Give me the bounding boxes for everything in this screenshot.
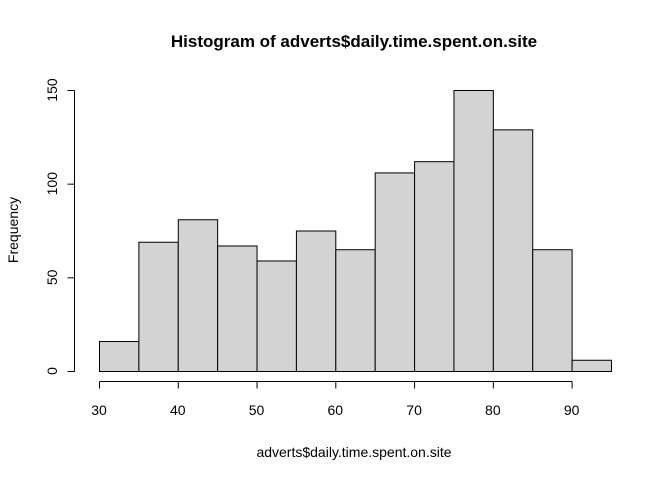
x-axis: 30 40 50 60 70 80 90 [91,381,580,418]
x-tick-label-80: 80 [485,402,501,418]
y-axis: 0 50 100 150 [44,78,75,375]
histogram-bar-65-70 [374,172,416,372]
histogram-bar-35-40 [138,241,179,372]
x-axis-label: adverts$daily.time.spent.on.site [256,444,451,460]
y-tick-label-150: 150 [44,78,60,102]
x-tick-label-70: 70 [406,402,422,418]
x-tick-label-30: 30 [91,402,107,418]
histogram-bar-40-45 [177,219,219,372]
y-tick-label-50: 50 [44,269,60,285]
histogram-bar-55-60 [295,230,337,372]
histogram-bar-50-55 [256,260,297,372]
histogram-bar-45-50 [217,245,258,372]
chart-title: Histogram of adverts$daily.time.spent.on… [171,32,537,51]
x-tick-label-90: 90 [564,402,580,418]
y-axis-label: Frequency [5,197,21,263]
histogram-bar-60-65 [335,249,376,373]
y-tick-label-100: 100 [44,172,60,196]
x-tick-label-40: 40 [170,402,186,418]
x-tick-label-60: 60 [328,402,344,418]
histogram-bar-90-95 [571,359,612,373]
x-tick-label-50: 50 [249,402,265,418]
histogram-bar-70-75 [414,161,455,372]
histogram-bar-75-80 [453,90,494,372]
histogram-bar-80-85 [492,129,534,372]
bars-group [99,90,612,373]
histogram-bar-85-90 [532,249,573,373]
histogram-bar-30-35 [99,341,140,373]
y-tick-label-0: 0 [44,367,60,375]
